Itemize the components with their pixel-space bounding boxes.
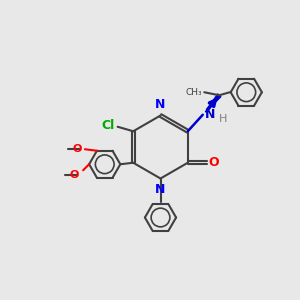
Text: O: O (69, 170, 79, 180)
Text: N: N (155, 183, 166, 196)
Text: H: H (218, 114, 227, 124)
Text: Cl: Cl (101, 119, 115, 132)
Text: N: N (205, 108, 216, 121)
Text: CH₃: CH₃ (185, 88, 202, 97)
Text: O: O (209, 156, 219, 169)
Text: N: N (155, 98, 166, 111)
Polygon shape (206, 94, 221, 112)
Text: O: O (73, 144, 82, 154)
